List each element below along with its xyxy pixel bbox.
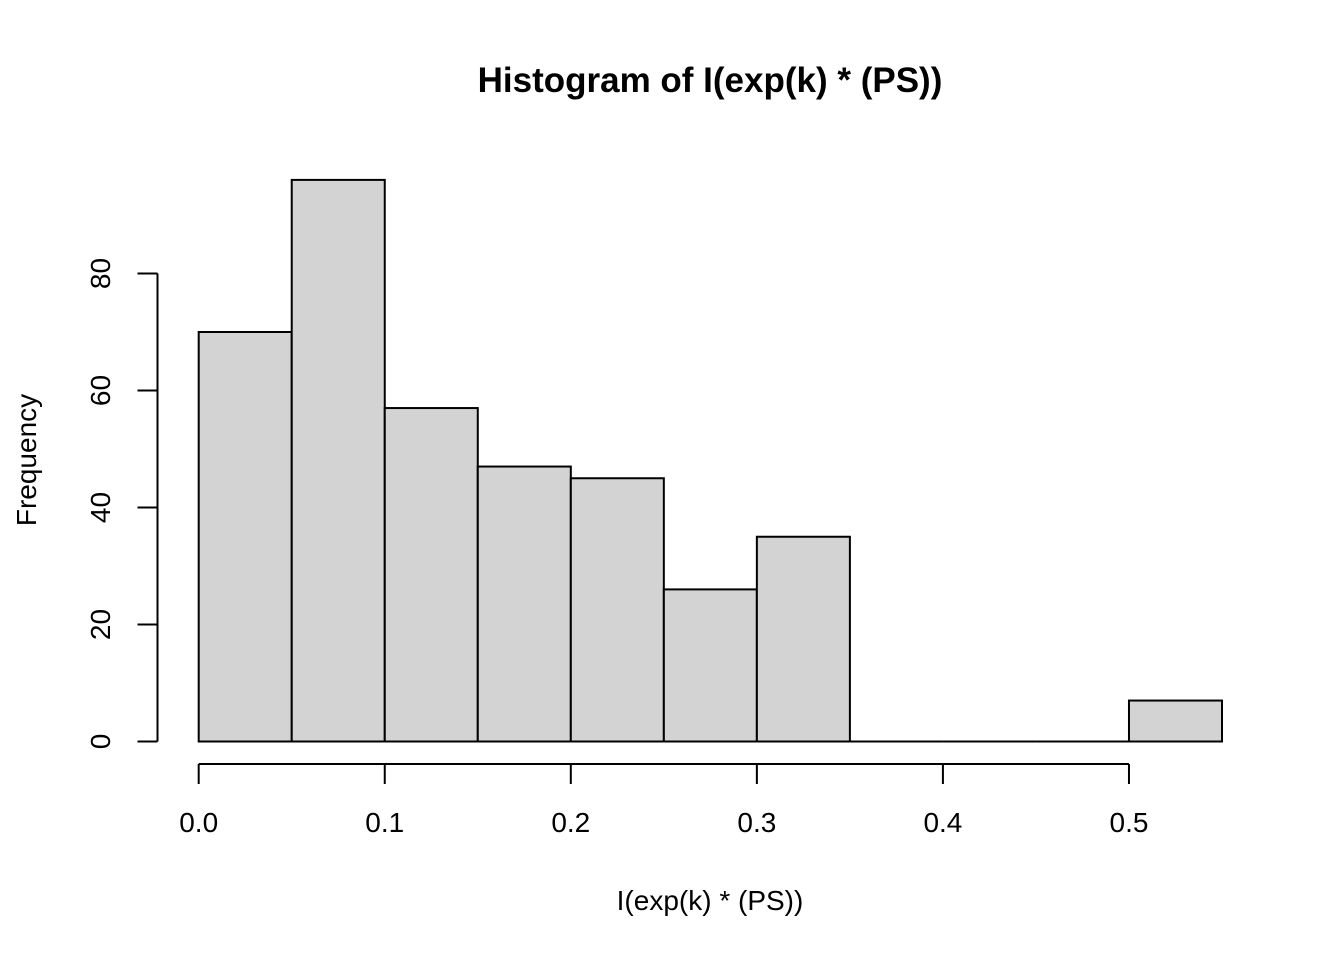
chart-title: Histogram of I(exp(k) * (PS)) <box>478 61 943 100</box>
y-tick-label: 40 <box>85 492 116 523</box>
x-axis-label: I(exp(k) * (PS)) <box>617 885 804 916</box>
bars-group <box>197 178 1224 743</box>
x-tick-label: 0.4 <box>923 807 962 838</box>
y-tick-label: 20 <box>85 609 116 640</box>
histogram-bar <box>383 407 479 743</box>
x-axis: 0.0 0.1 0.2 0.3 0.4 0.5 <box>179 763 1149 838</box>
x-tick-label: 0.2 <box>551 807 590 838</box>
histogram-bar <box>197 331 293 743</box>
x-tick-label: 0.0 <box>179 807 218 838</box>
y-tick-label: 60 <box>85 375 116 406</box>
histogram-bar <box>569 477 665 743</box>
histogram-bar <box>662 588 758 743</box>
histogram-bar <box>476 465 572 743</box>
y-axis-label: Frequency <box>11 394 42 526</box>
histogram-bar <box>755 535 851 743</box>
x-tick-label: 0.5 <box>1110 807 1149 838</box>
x-tick-label: 0.1 <box>365 807 404 838</box>
y-tick-label: 80 <box>85 258 116 289</box>
histogram-bar <box>290 178 386 743</box>
x-tick-label: 0.3 <box>737 807 776 838</box>
histogram-bar <box>1127 699 1224 743</box>
y-axis: 0 20 40 60 80 <box>85 258 159 750</box>
y-tick-label: 0 <box>85 734 116 750</box>
